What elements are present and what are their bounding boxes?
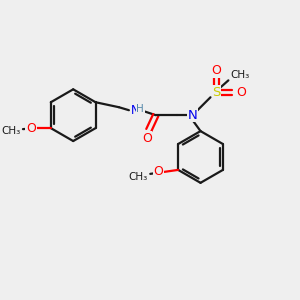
Text: H: H: [136, 104, 144, 114]
Text: O: O: [212, 64, 221, 77]
Text: O: O: [142, 132, 152, 145]
Text: CH₃: CH₃: [129, 172, 148, 182]
Text: CH₃: CH₃: [2, 126, 21, 136]
Text: O: O: [26, 122, 36, 135]
Text: O: O: [236, 86, 246, 99]
Text: O: O: [153, 165, 163, 178]
Text: N: N: [130, 104, 139, 117]
Text: S: S: [212, 86, 220, 99]
Text: N: N: [188, 109, 197, 122]
Text: CH₃: CH₃: [231, 70, 250, 80]
